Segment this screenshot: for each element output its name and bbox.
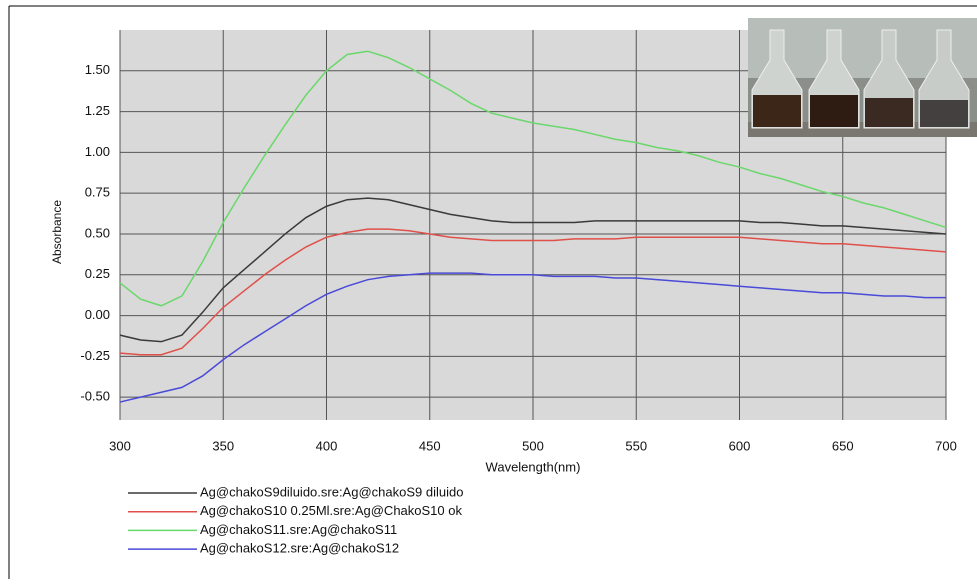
y-tick-label: 0.00 bbox=[85, 307, 110, 322]
x-axis-title: Wavelength(nm) bbox=[486, 459, 581, 474]
inset-photo bbox=[748, 18, 977, 137]
x-tick-label: 700 bbox=[935, 438, 957, 453]
y-tick-label: 1.00 bbox=[85, 144, 110, 159]
legend-label: Ag@chakoS10 0.25Ml.sre:Ag@ChakoS10 ok bbox=[200, 503, 462, 518]
legend-label: Ag@chakoS9diluido.sre:Ag@chakoS9 diluido bbox=[200, 484, 463, 499]
x-tick-label: 450 bbox=[419, 438, 441, 453]
y-tick-label: -0.25 bbox=[80, 348, 110, 363]
x-tick-label: 300 bbox=[109, 438, 131, 453]
x-tick-label: 500 bbox=[522, 438, 544, 453]
x-tick-label: 650 bbox=[832, 438, 854, 453]
x-tick-label: 400 bbox=[316, 438, 338, 453]
y-tick-label: 1.25 bbox=[85, 103, 110, 118]
data-line bbox=[119, 197, 947, 343]
legend-label: Ag@chakoS11.sre:Ag@chakoS11 bbox=[200, 522, 397, 537]
y-tick-label: 0.25 bbox=[85, 266, 110, 281]
x-tick-label: 350 bbox=[212, 438, 234, 453]
y-tick-label: 0.75 bbox=[85, 185, 110, 200]
data-line bbox=[119, 228, 947, 356]
x-tick-label: 550 bbox=[625, 438, 647, 453]
y-tick-label: 1.50 bbox=[85, 62, 110, 77]
y-tick-label: -0.50 bbox=[80, 389, 110, 404]
data-line bbox=[119, 50, 947, 307]
x-tick-label: 600 bbox=[729, 438, 751, 453]
legend-label: Ag@chakoS12.sre:Ag@chakoS12 bbox=[200, 541, 399, 556]
y-axis-title: Absorbance bbox=[50, 200, 64, 264]
data-line bbox=[119, 272, 946, 403]
y-tick-label: 0.50 bbox=[85, 225, 110, 240]
